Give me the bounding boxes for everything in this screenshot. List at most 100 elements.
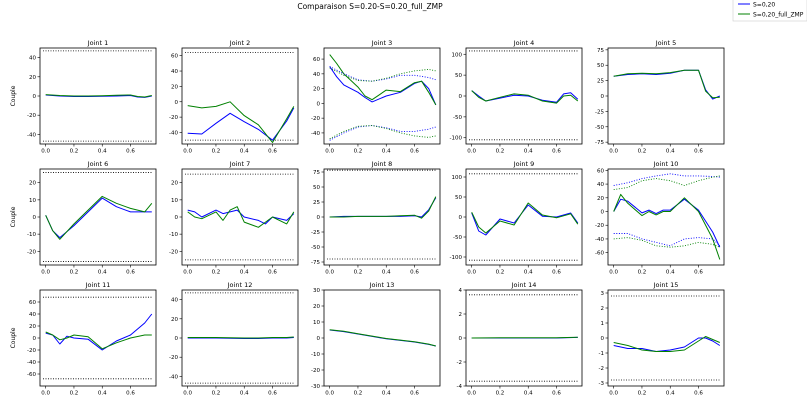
series-line-1 xyxy=(613,337,721,352)
series-line-1 xyxy=(45,313,153,351)
limit-series-3 xyxy=(329,66,436,82)
y-tick-label: -1 xyxy=(599,351,604,357)
y-tick-label: -100 xyxy=(450,255,463,261)
subplot-1: Joint 1 0.0 0.2 0.4 0.6 -40 -20 0 20 40 Couple xyxy=(10,39,157,155)
x-tick-label: 0.4 xyxy=(98,391,107,397)
y-tick-label: 60 xyxy=(29,300,36,306)
y-tick-label: 40 xyxy=(29,56,36,62)
x-tick-label: 0.2 xyxy=(70,270,79,276)
subplot-title: Joint 3 xyxy=(371,39,393,47)
x-tick-label: 0.6 xyxy=(126,391,135,397)
y-tick-label: 100 xyxy=(452,175,463,181)
legend: S=0,20 S=0,20_full_ZMP xyxy=(732,0,807,22)
y-tick-label: -30 xyxy=(311,384,320,390)
x-tick-label: 0.2 xyxy=(496,391,505,397)
subplot-15: Joint 15 0.0 0.2 0.4 0.6 -3 -2 -1 0 1 2 3 xyxy=(599,281,725,397)
subplot-7: Joint 7 0.0 0.2 0.4 0.6 -20 -10 0 10 20 xyxy=(169,160,299,276)
x-tick-label: 0.0 xyxy=(609,149,618,155)
plot-frame xyxy=(607,168,725,266)
x-tick-label: 0.4 xyxy=(666,270,675,276)
y-tick-label: -50 xyxy=(453,115,462,121)
y-tick-label: 10 xyxy=(171,198,178,204)
y-tick-label: 2 xyxy=(601,306,605,312)
plot-frame xyxy=(181,47,299,145)
y-axis-label: Couple xyxy=(10,327,17,348)
y-tick-label: -60 xyxy=(27,372,36,378)
y-tick-label: 0 xyxy=(33,94,37,100)
x-tick-label: 0.0 xyxy=(183,270,192,276)
figure-title: Comparaison S=0.20-S=0.20_full_ZMP xyxy=(297,2,443,11)
plot-area xyxy=(466,169,582,265)
x-tick-label: 0.0 xyxy=(325,270,334,276)
y-tick-label: 0 xyxy=(317,215,321,221)
y-tick-label: 50 xyxy=(455,195,462,201)
series-line-2 xyxy=(187,206,295,228)
subplot-13: Joint 13 0.0 0.2 0.4 0.6 -30 -20 -10 0 10 20 30 xyxy=(311,281,441,397)
y-tick-label: 0 xyxy=(459,336,463,342)
x-tick-label: 0.0 xyxy=(609,391,618,397)
y-tick-label: 20 xyxy=(313,304,320,310)
y-axis-label: Couple xyxy=(10,206,17,227)
series-line-2 xyxy=(613,69,720,99)
y-tick-label: 0 xyxy=(33,215,37,221)
x-tick-label: 0.4 xyxy=(524,270,533,276)
y-tick-label: -50 xyxy=(311,245,320,251)
limit-series-5 xyxy=(329,67,436,82)
x-tick-label: 0.2 xyxy=(212,149,221,155)
subplot-4: Joint 4 0.0 0.2 0.4 0.6 -100 -50 0 50 100 xyxy=(450,39,583,155)
x-tick-label: 0.2 xyxy=(354,391,363,397)
subplot-title: Joint 9 xyxy=(513,160,535,168)
y-tick-label: -40 xyxy=(311,131,320,137)
y-tick-label: 50 xyxy=(455,73,462,79)
subplot-title: Joint 14 xyxy=(511,281,537,289)
y-tick-label: 0 xyxy=(601,94,605,100)
x-tick-label: 0.4 xyxy=(98,270,107,276)
y-tick-label: 75 xyxy=(597,48,604,54)
x-tick-label: 0.2 xyxy=(638,270,647,276)
x-tick-label: 0.2 xyxy=(638,149,647,155)
x-tick-label: 0.4 xyxy=(382,149,391,155)
y-tick-label: 0 xyxy=(175,215,179,221)
y-tick-label: -10 xyxy=(27,232,36,238)
subplot-title: Joint 11 xyxy=(85,281,111,289)
x-tick-label: 0.6 xyxy=(410,270,419,276)
x-tick-label: 0.4 xyxy=(240,391,249,397)
y-tick-label: 75 xyxy=(313,170,320,176)
y-tick-label: 0 xyxy=(459,215,463,221)
y-tick-label: 1 xyxy=(601,321,605,327)
y-tick-label: 40 xyxy=(597,182,604,188)
y-tick-label: 20 xyxy=(29,181,36,187)
series-line-2 xyxy=(329,54,437,106)
subplot-3: Joint 3 0.0 0.2 0.4 0.6 -40 -20 0 20 40 60 xyxy=(311,39,441,155)
subplot-title: Joint 12 xyxy=(227,281,253,289)
limit-series-6 xyxy=(613,237,720,248)
x-tick-label: 0.2 xyxy=(638,391,647,397)
x-tick-label: 0.6 xyxy=(268,270,277,276)
plot-area xyxy=(182,169,298,265)
y-tick-label: -4 xyxy=(457,384,463,390)
y-tick-label: -20 xyxy=(311,116,320,122)
x-tick-label: 0.2 xyxy=(70,391,79,397)
x-tick-label: 0.0 xyxy=(41,270,50,276)
y-tick-label: 10 xyxy=(313,320,320,326)
series-line-2 xyxy=(45,195,153,240)
x-tick-label: 0.4 xyxy=(666,391,675,397)
x-tick-label: 0.6 xyxy=(694,270,703,276)
y-tick-label: 20 xyxy=(29,324,36,330)
y-tick-label: -40 xyxy=(27,132,36,138)
series-line-2 xyxy=(187,101,295,143)
limit-series-6 xyxy=(329,125,436,140)
x-tick-label: 0.0 xyxy=(41,391,50,397)
y-tick-label: 60 xyxy=(313,57,320,63)
y-tick-label: 3 xyxy=(601,291,605,297)
x-tick-label: 0.2 xyxy=(496,270,505,276)
series-line-2 xyxy=(471,336,578,339)
y-tick-label: 4 xyxy=(459,288,463,294)
subplot-title: Joint 15 xyxy=(653,281,679,289)
subplot-12: Joint 12 0.0 0.2 0.4 0.6 -40 -20 0 20 40 xyxy=(169,281,299,397)
x-tick-label: 0.2 xyxy=(354,149,363,155)
x-tick-label: 0.4 xyxy=(524,149,533,155)
y-tick-label: -40 xyxy=(595,237,604,243)
y-tick-label: 60 xyxy=(597,168,604,174)
